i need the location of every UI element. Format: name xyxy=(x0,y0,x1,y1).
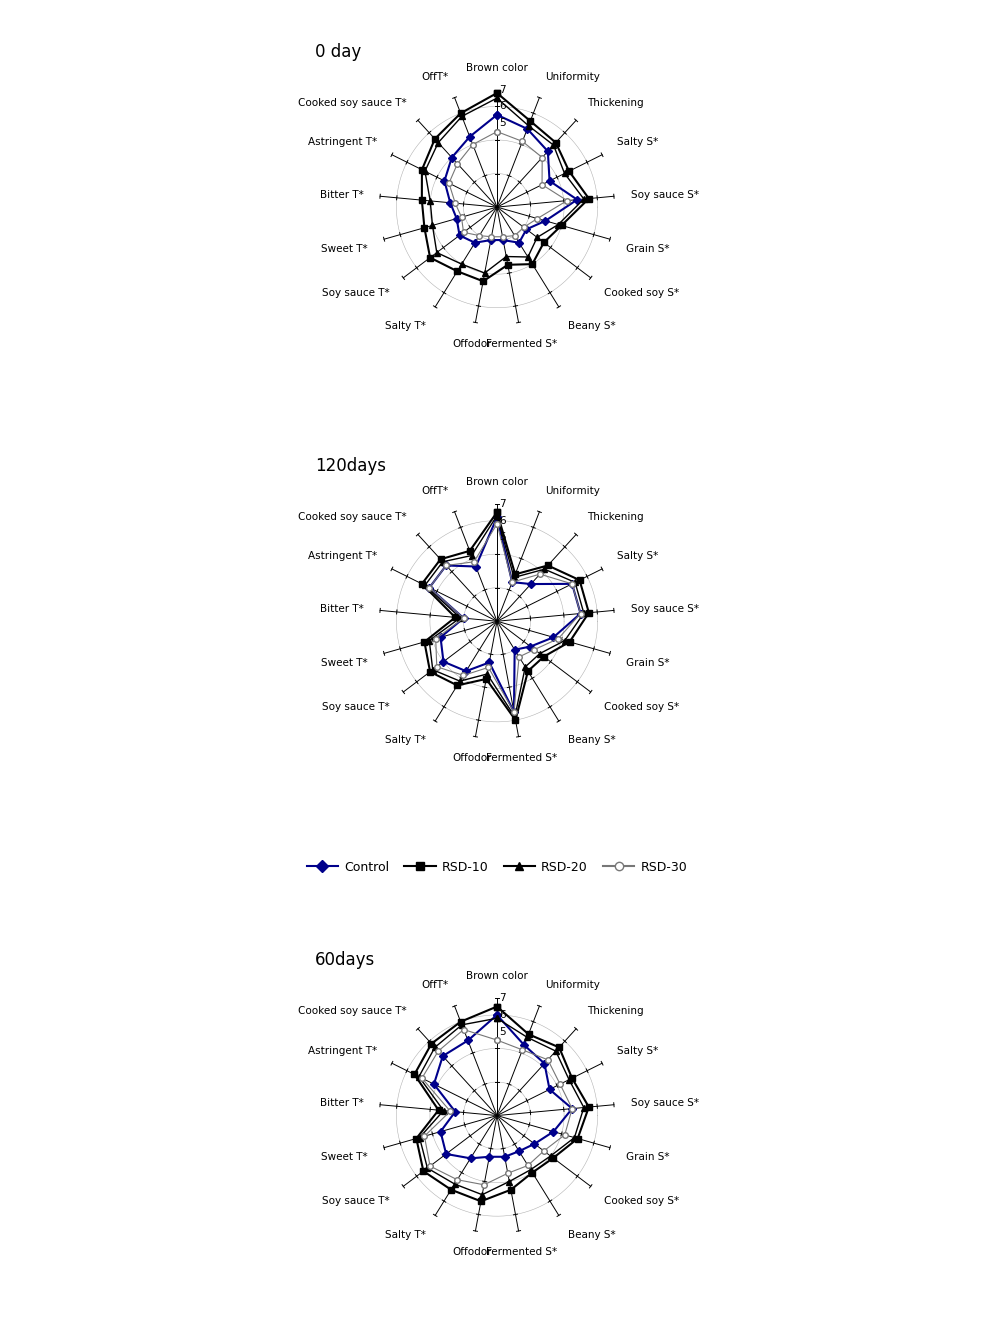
Legend: Control, RSD-10, RSD-20, RSD-30: Control, RSD-10, RSD-20, RSD-30 xyxy=(302,855,692,879)
Text: Salty T*: Salty T* xyxy=(386,321,426,331)
Text: 5: 5 xyxy=(500,1026,506,1037)
Text: 5: 5 xyxy=(500,118,506,128)
Text: Uniformity: Uniformity xyxy=(546,486,600,496)
Text: Salty T*: Salty T* xyxy=(386,1229,426,1240)
Text: Uniformity: Uniformity xyxy=(546,981,600,990)
Text: 60days: 60days xyxy=(315,951,376,969)
Text: Cooked soy S*: Cooked soy S* xyxy=(604,289,679,298)
Text: Soy sauce T*: Soy sauce T* xyxy=(322,289,390,298)
Text: Fermented S*: Fermented S* xyxy=(486,754,558,763)
Text: Soy sauce T*: Soy sauce T* xyxy=(322,1197,390,1206)
Text: Fermented S*: Fermented S* xyxy=(486,1248,558,1257)
Text: 5: 5 xyxy=(500,532,506,542)
Text: OffT*: OffT* xyxy=(421,72,448,81)
Text: Soy sauce S*: Soy sauce S* xyxy=(630,190,699,199)
Text: Thickening: Thickening xyxy=(587,1006,644,1017)
Text: 6: 6 xyxy=(500,102,506,111)
Text: Astringent T*: Astringent T* xyxy=(308,1046,377,1055)
Text: Grain S*: Grain S* xyxy=(626,1152,670,1162)
Text: Offodor: Offodor xyxy=(452,339,492,349)
Text: Cooked soy sauce T*: Cooked soy sauce T* xyxy=(298,98,407,108)
Text: Brown color: Brown color xyxy=(466,63,528,73)
Text: 6: 6 xyxy=(500,1010,506,1019)
Text: Soy sauce S*: Soy sauce S* xyxy=(630,604,699,613)
Text: Offodor: Offodor xyxy=(452,754,492,763)
Text: Cooked soy sauce T*: Cooked soy sauce T* xyxy=(298,1006,407,1017)
Text: Beany S*: Beany S* xyxy=(568,735,615,745)
Text: Cooked soy sauce T*: Cooked soy sauce T* xyxy=(298,512,407,522)
Text: Salty S*: Salty S* xyxy=(617,138,658,147)
Text: Bitter T*: Bitter T* xyxy=(320,604,364,613)
Text: 6: 6 xyxy=(500,516,506,525)
Text: Sweet T*: Sweet T* xyxy=(321,1152,368,1162)
Text: Astringent T*: Astringent T* xyxy=(308,138,377,147)
Text: Astringent T*: Astringent T* xyxy=(308,552,377,561)
Text: Beany S*: Beany S* xyxy=(568,321,615,331)
Text: Sweet T*: Sweet T* xyxy=(321,243,368,254)
Text: Salty T*: Salty T* xyxy=(386,735,426,745)
Text: Soy sauce S*: Soy sauce S* xyxy=(630,1098,699,1108)
Text: Fermented S*: Fermented S* xyxy=(486,339,558,349)
Text: Salty S*: Salty S* xyxy=(617,552,658,561)
Text: Thickening: Thickening xyxy=(587,512,644,522)
Text: Beany S*: Beany S* xyxy=(568,1229,615,1240)
Text: 7: 7 xyxy=(500,84,506,95)
Text: OffT*: OffT* xyxy=(421,486,448,496)
Text: Brown color: Brown color xyxy=(466,971,528,982)
Text: Cooked soy S*: Cooked soy S* xyxy=(604,703,679,712)
Text: Grain S*: Grain S* xyxy=(626,243,670,254)
Text: Offodor: Offodor xyxy=(452,1248,492,1257)
Text: Bitter T*: Bitter T* xyxy=(320,1098,364,1108)
Text: 120days: 120days xyxy=(315,457,386,474)
Text: Soy sauce T*: Soy sauce T* xyxy=(322,703,390,712)
Text: 7: 7 xyxy=(500,993,506,1003)
Text: Grain S*: Grain S* xyxy=(626,657,670,668)
Text: Sweet T*: Sweet T* xyxy=(321,657,368,668)
Text: 0 day: 0 day xyxy=(315,43,361,60)
Text: Thickening: Thickening xyxy=(587,98,644,108)
Text: Bitter T*: Bitter T* xyxy=(320,190,364,199)
Text: Salty S*: Salty S* xyxy=(617,1046,658,1055)
Text: Cooked soy S*: Cooked soy S* xyxy=(604,1197,679,1206)
Text: 7: 7 xyxy=(500,498,506,509)
Text: Uniformity: Uniformity xyxy=(546,72,600,81)
Text: OffT*: OffT* xyxy=(421,981,448,990)
Text: Brown color: Brown color xyxy=(466,477,528,488)
